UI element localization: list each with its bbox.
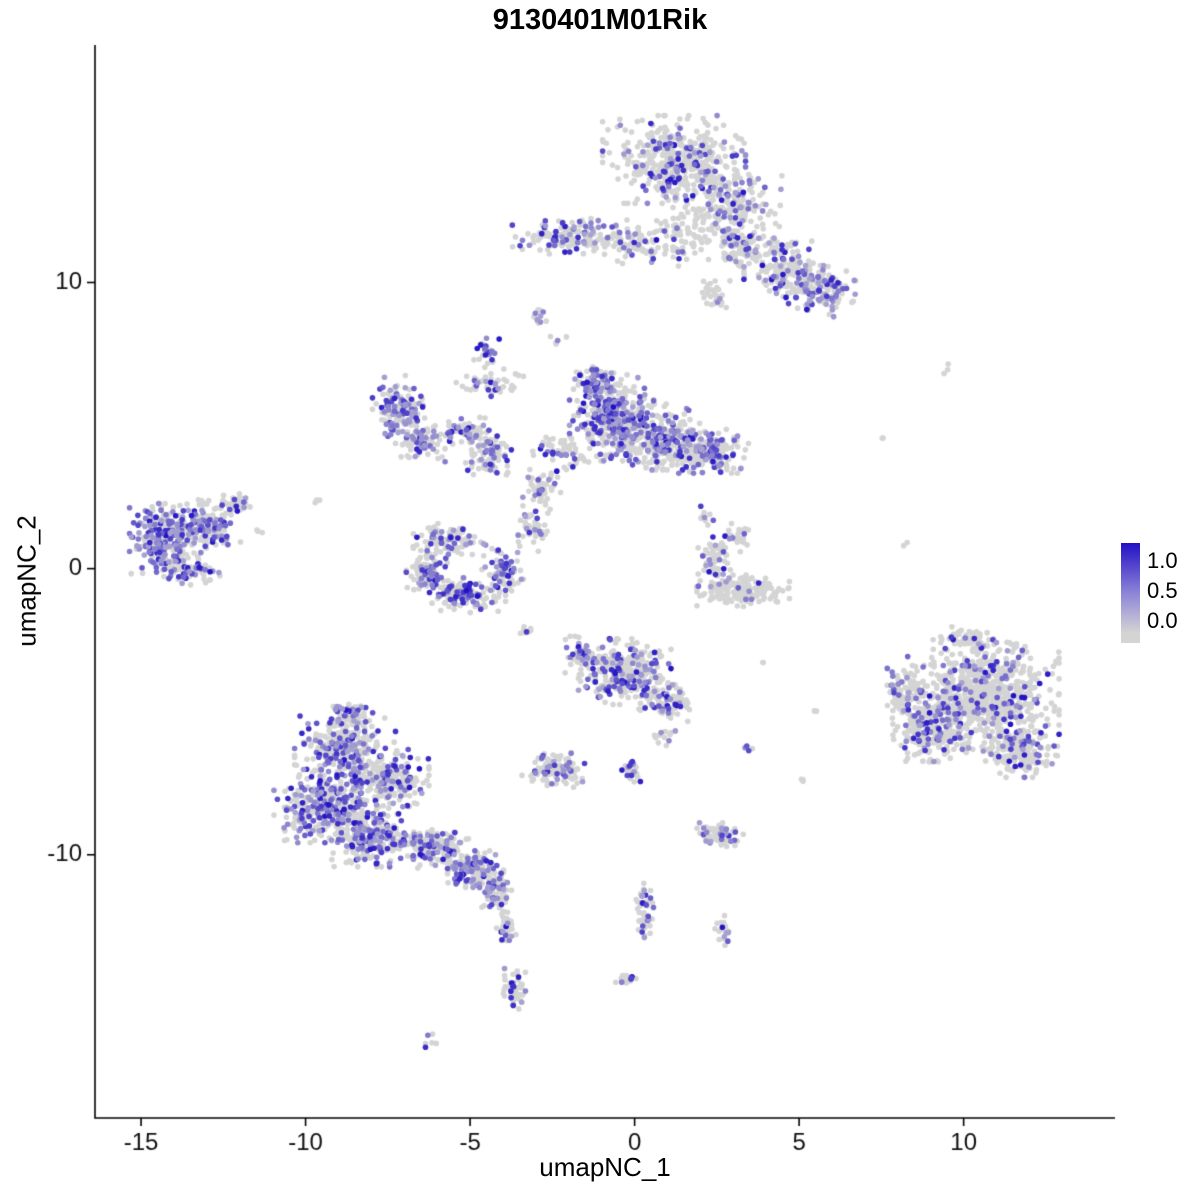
legend-gradient-bar (1121, 543, 1140, 643)
legend-tick-low: 0.0 (1147, 608, 1178, 633)
x-axis-title: umapNC_1 (539, 1152, 671, 1182)
y-axis-title: umapNC_2 (11, 515, 42, 647)
legend-tick-high: 1.0 (1147, 548, 1178, 573)
legend-tick-mid: 0.5 (1147, 578, 1178, 603)
chart-title: 9130401M01Rik (492, 4, 708, 36)
expression-color-legend: 1.0 0.5 0.0 (1121, 543, 1199, 647)
